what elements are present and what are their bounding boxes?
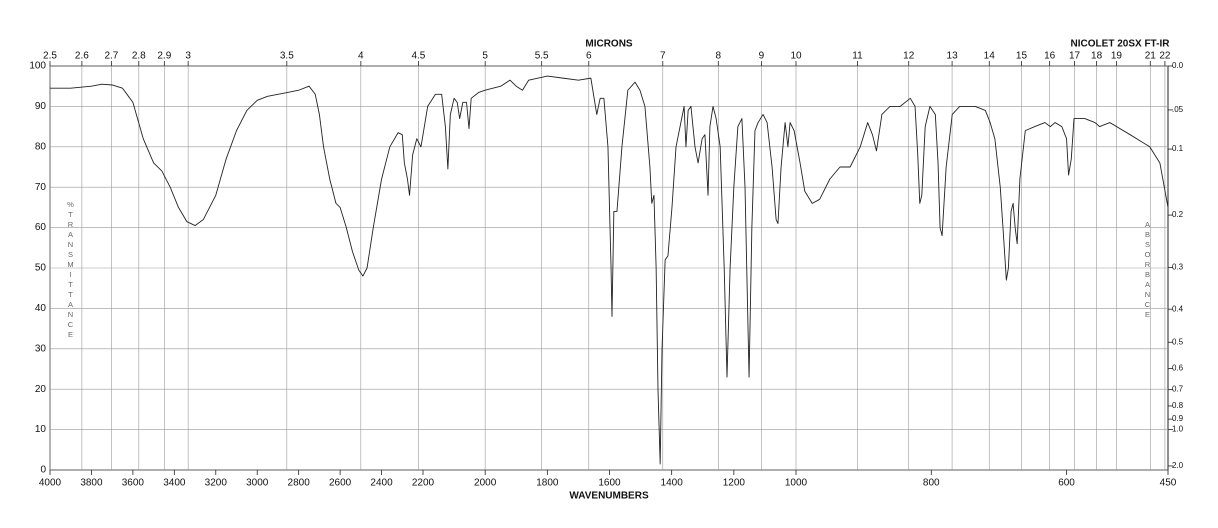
x2-tick-label: 3.5 [280, 51, 294, 62]
x-tick-label: 600 [1058, 478, 1075, 489]
x2-tick-label: 5.5 [535, 51, 549, 62]
y-tick-label: 90 [35, 101, 47, 112]
y-tick-label: 40 [35, 303, 47, 314]
y2-tick-label: 0.2 [1172, 210, 1184, 219]
y2-tick-label: 2.0 [1172, 461, 1184, 470]
x-tick-label: 2200 [412, 478, 435, 489]
x2-tick-label: 15 [1016, 51, 1028, 62]
x-tick-label: 3400 [163, 478, 186, 489]
y2-tick-label: 1.0 [1172, 425, 1184, 434]
y-tick-label: 70 [35, 182, 47, 193]
x2-tick-label: 13 [947, 51, 959, 62]
x-axis-label: WAVENUMBERS [569, 491, 649, 502]
x-tick-label: 3200 [205, 478, 228, 489]
x2-tick-label: 14 [984, 51, 996, 62]
x2-tick-label: 21 [1145, 51, 1157, 62]
y-tick-label: 100 [29, 61, 46, 72]
x2-tick-label: 22 [1159, 51, 1171, 62]
x2-tick-label: 10 [790, 51, 802, 62]
x2-tick-label: 8 [716, 51, 722, 62]
x-tick-label: 2400 [370, 478, 393, 489]
x2-tick-label: 17 [1069, 51, 1081, 62]
y2-axis-label: ABSORBANCE [1143, 220, 1152, 320]
y2-tick-label: 0.1 [1172, 144, 1184, 153]
x-tick-label: 1000 [785, 478, 808, 489]
y-axis-label: %TRANSMITTANCE [66, 200, 75, 340]
y-tick-label: 80 [35, 141, 47, 152]
y2-tick-label: .05 [1172, 105, 1184, 114]
chart-title: NICOLET 20SX FT-IR [1071, 39, 1171, 50]
x2-tick-label: 3 [185, 51, 191, 62]
x-tick-label: 2800 [288, 478, 311, 489]
y2-tick-label: 0.3 [1172, 263, 1184, 272]
x-tick-label: 1800 [536, 478, 559, 489]
x2-axis-label: MICRONS [585, 39, 633, 50]
x2-tick-label: 2.9 [157, 51, 171, 62]
x-tick-label: 1400 [661, 478, 684, 489]
x2-tick-label: 2.8 [132, 51, 146, 62]
x2-tick-label: 4 [358, 51, 364, 62]
x-tick-label: 800 [923, 478, 940, 489]
x2-tick-label: 16 [1044, 51, 1056, 62]
x-tick-label: 4000 [39, 478, 62, 489]
y-tick-label: 0 [40, 465, 46, 476]
y-tick-label: 20 [35, 384, 47, 395]
y-tick-label: 50 [35, 263, 47, 274]
x2-tick-label: 9 [759, 51, 765, 62]
y-tick-label: 10 [35, 424, 47, 435]
y2-tick-label: 0.9 [1172, 414, 1184, 423]
x2-tick-label: 2.6 [75, 51, 89, 62]
spectrum-line [50, 75, 1169, 465]
y2-tick-label: 0.5 [1172, 337, 1184, 346]
x-tick-label: 1600 [598, 478, 621, 489]
x2-tick-label: 19 [1111, 51, 1123, 62]
x2-tick-label: 12 [903, 51, 915, 62]
y2-tick-label: 0.6 [1172, 364, 1184, 373]
x-tick-label: 450 [1160, 478, 1177, 489]
x-tick-label: 2600 [329, 478, 352, 489]
x2-tick-label: 18 [1091, 51, 1103, 62]
x-tick-label: 1200 [723, 478, 746, 489]
x2-tick-label: 2.7 [104, 51, 118, 62]
x2-tick-label: 2.5 [43, 51, 57, 62]
x-tick-label: 2000 [474, 478, 497, 489]
x2-tick-label: 5 [482, 51, 488, 62]
x2-tick-label: 7 [660, 51, 666, 62]
x2-tick-label: 6 [586, 51, 592, 62]
y2-tick-label: 0.8 [1172, 401, 1184, 410]
x-tick-label: 3600 [122, 478, 145, 489]
y-tick-label: 30 [35, 343, 47, 354]
y2-tick-label: 0.7 [1172, 385, 1184, 394]
x-tick-label: 3800 [80, 478, 103, 489]
x2-tick-label: 4.5 [411, 51, 425, 62]
y2-tick-label: 0.4 [1172, 304, 1184, 313]
x-tick-label: 3000 [246, 478, 269, 489]
y-tick-label: 60 [35, 222, 47, 233]
y2-tick-label: 0.0 [1172, 61, 1184, 70]
x2-tick-label: 11 [852, 51, 863, 62]
